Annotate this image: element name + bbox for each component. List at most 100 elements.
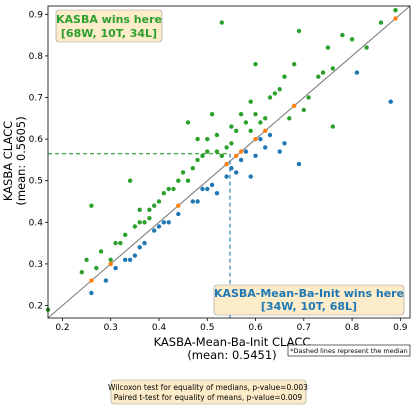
y-tick-label: 0.3 [29, 260, 43, 270]
baseline-win-point [258, 136, 263, 142]
baseline-win-point [113, 265, 118, 271]
tie-point [253, 136, 258, 142]
kasba-win-point [364, 45, 369, 50]
kasba-win-point [137, 207, 142, 212]
baseline-win-point [253, 153, 258, 158]
kasba-win-point [214, 132, 220, 138]
kasba-mean-ba-init-wins-counts: [34W, 10T, 68L] [261, 300, 357, 313]
kasba-win-point [205, 136, 210, 142]
data-points [45, 8, 398, 312]
x-tick-label: 0.5 [200, 323, 214, 333]
kasba-win-point [229, 124, 234, 129]
y-tick-label: 0.6 [29, 135, 44, 145]
tie-point [238, 149, 244, 154]
kasba-win-point [330, 124, 335, 129]
baseline-win-point [354, 70, 360, 75]
kasba-win-point [118, 240, 123, 246]
kasba-win-point [253, 61, 258, 67]
x-tick-label: 0.6 [248, 323, 263, 333]
baseline-win-point [190, 199, 195, 204]
kasba-win-point [267, 95, 273, 100]
kasba-win-point [330, 66, 335, 71]
kasba-wins-counts: [68W, 10T, 34L] [61, 27, 157, 40]
baseline-win-point [238, 157, 244, 163]
kasba-win-point [248, 128, 253, 133]
baseline-win-point [161, 220, 166, 225]
kasba-win-point [166, 186, 171, 192]
baseline-win-point [243, 149, 249, 154]
kasba-win-point [142, 220, 147, 225]
kasba-win-point [234, 128, 239, 133]
median-note-text: *Dashed lines represent the median [290, 347, 408, 355]
kasba-win-point [190, 166, 195, 171]
kasba-win-point [171, 186, 176, 192]
tie-point [224, 161, 229, 167]
kasba-win-point [180, 170, 186, 175]
kasba-mean-ba-init-wins-title: KASBA-Mean-Ba-Init wins here [214, 287, 404, 300]
baseline-win-point [296, 161, 302, 167]
kasba-win-point [79, 270, 85, 275]
tie-point [263, 128, 268, 133]
y-tick-label: 0.2 [29, 302, 43, 312]
x-tick-label: 0.2 [55, 323, 69, 333]
kasba-win-point [156, 199, 162, 204]
baseline-win-point [209, 182, 215, 188]
y-tick-label: 0.7 [29, 94, 43, 104]
baseline-win-point [282, 141, 287, 146]
kasba-win-point [147, 216, 152, 221]
kasba-win-point [224, 145, 229, 150]
baseline-win-point [214, 191, 220, 196]
axis-ticks: 0.2 0.3 0.4 0.5 0.6 0.7 0.8 0.9 0.2 0.3 0.4 0.5 0.6 0… [29, 10, 408, 333]
tie-point [393, 16, 398, 21]
baseline-win-point [224, 174, 229, 179]
kasba-win-point [98, 249, 104, 254]
plot-frame [47, 5, 411, 319]
baseline-win-point [234, 170, 239, 175]
x-tick-label: 0.8 [345, 323, 360, 333]
kasba-mean-ba-init-wins-box: KASBA-Mean-Ba-Init wins here [34W, 10T, … [213, 284, 405, 316]
baseline-win-point [142, 240, 147, 246]
kasba-win-point [94, 265, 99, 271]
baseline-win-point [127, 257, 133, 262]
x-tick-label: 0.9 [393, 323, 408, 333]
kasba-win-point [84, 257, 89, 262]
kasba-win-point [185, 178, 191, 183]
baseline-win-point [267, 132, 273, 138]
kasba-win-point [132, 224, 138, 229]
kasba-win-point [325, 45, 331, 50]
y-tick-label: 0.9 [29, 10, 44, 20]
baseline-win-point [123, 257, 128, 262]
kasba-win-point [195, 136, 200, 142]
baseline-win-point [205, 186, 210, 192]
y-tick-label: 0.5 [29, 177, 43, 187]
kasba-win-point [306, 95, 311, 100]
kasba-win-point [292, 61, 297, 67]
kasba-wins-box: KASBA wins here [68W, 10T, 34L] [55, 9, 163, 43]
kasba-win-point [253, 112, 258, 117]
kasba-win-point [89, 203, 94, 208]
kasba-win-point [378, 20, 384, 25]
paired-t-test-text: Paired t-test for equality of means, p-v… [114, 393, 303, 402]
wilcoxon-test-text: Wilcoxon test for equality of medians, p… [108, 383, 308, 392]
kasba-win-point [108, 257, 113, 262]
median-note: *Dashed lines represent the median [287, 344, 411, 357]
kasba-win-point [393, 8, 398, 13]
baseline-win-point [152, 228, 157, 233]
kasba-win-point [219, 153, 224, 158]
stats-box: Wilcoxon test for equality of medians, p… [108, 379, 308, 405]
kasba-win-point [277, 87, 282, 92]
kasba-win-point [282, 74, 287, 79]
kasba-win-point [185, 120, 191, 125]
y-axis-label: KASBA CLACC [1, 121, 15, 201]
kasba-win-point [316, 74, 321, 79]
kasba-win-point [147, 207, 152, 212]
kasba-win-point [219, 20, 224, 25]
kasba-win-point [229, 141, 234, 146]
kasba-win-point [248, 99, 253, 104]
baseline-win-point [137, 245, 142, 250]
x-tick-label: 0.3 [104, 323, 118, 333]
baseline-win-point [103, 278, 109, 283]
baseline-win-point [89, 290, 94, 296]
kasba-win-point [209, 112, 215, 117]
